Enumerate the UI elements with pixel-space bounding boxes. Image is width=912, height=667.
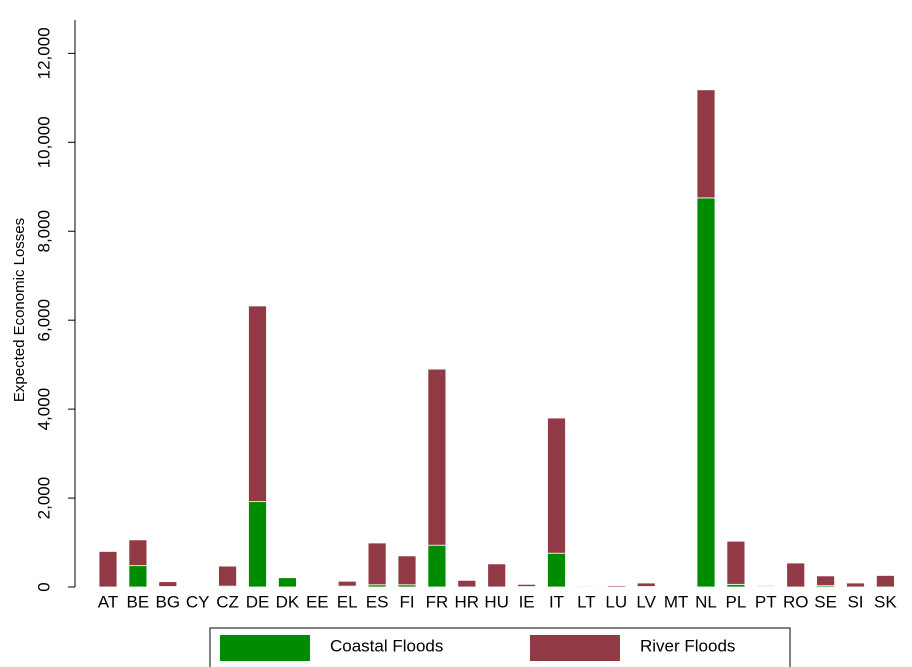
bar-segment	[846, 582, 865, 588]
x-tick-label: EE	[306, 592, 329, 611]
bar-segment	[786, 562, 806, 588]
x-tick-label: LT	[577, 592, 596, 611]
bar-segment	[427, 368, 447, 546]
bar-segment	[547, 417, 566, 554]
x-tick-label: BE	[127, 592, 150, 611]
x-tick-label: DK	[276, 592, 300, 611]
x-tick-label: ES	[366, 592, 389, 611]
bar-segment	[696, 89, 716, 199]
bar-segment	[457, 579, 477, 588]
bar-segment	[577, 585, 596, 587]
legend-swatch	[530, 635, 620, 661]
bar-segment	[248, 305, 267, 503]
bar-segment	[726, 583, 746, 588]
bar-segment	[547, 552, 566, 588]
bar-segment	[397, 555, 417, 586]
bar-segment	[816, 575, 835, 587]
x-tick-label: LV	[636, 592, 656, 611]
x-tick-label: AT	[98, 592, 118, 611]
bar-segment	[427, 544, 447, 588]
x-tick-label: NL	[695, 592, 717, 611]
legend-swatch	[220, 635, 310, 661]
bar-segment	[487, 563, 507, 588]
bar-segment	[876, 575, 895, 588]
x-tick-label: MT	[664, 592, 689, 611]
y-tick-label: 2,000	[34, 477, 53, 520]
x-tick-label: HR	[455, 592, 480, 611]
legend-label: River Floods	[640, 636, 735, 655]
x-tick-label: PL	[726, 592, 747, 611]
x-tick-label: CZ	[216, 592, 239, 611]
y-tick-label: 12,000	[34, 27, 53, 79]
bar-segment	[517, 583, 536, 587]
y-tick-label: 10,000	[34, 116, 53, 168]
bar-segment	[277, 577, 297, 588]
bar-segment	[636, 582, 656, 587]
x-tick-label: SI	[847, 592, 863, 611]
x-tick-label: SK	[874, 592, 897, 611]
bar-segment	[218, 565, 238, 587]
y-tick-label: 0	[34, 582, 53, 591]
x-tick-label: IT	[549, 592, 564, 611]
x-tick-label: CY	[186, 592, 210, 611]
bar-segment	[367, 542, 387, 586]
bar-segment	[696, 197, 716, 588]
y-axis-label: Expected Economic Losses	[11, 218, 28, 402]
x-tick-label: BG	[156, 592, 181, 611]
x-tick-label: PT	[755, 592, 777, 611]
bar-segment	[128, 565, 148, 588]
bar-segment	[128, 539, 148, 567]
x-tick-label: EL	[337, 592, 358, 611]
bar-segment	[248, 501, 267, 588]
x-tick-label: LU	[605, 592, 627, 611]
x-tick-label: IE	[519, 592, 535, 611]
y-tick-label: 6,000	[34, 299, 53, 342]
legend-label: Coastal Floods	[330, 636, 443, 655]
bar-segment	[606, 585, 626, 588]
y-tick-label: 8,000	[34, 210, 53, 253]
x-tick-label: DE	[246, 592, 270, 611]
bar-segment	[726, 540, 746, 585]
bar-segment	[98, 551, 118, 588]
bar-segment	[756, 584, 776, 587]
bar-segment	[158, 581, 178, 587]
bar-segment	[337, 580, 357, 587]
y-tick-label: 4,000	[34, 388, 53, 431]
x-tick-label: FI	[399, 592, 414, 611]
x-tick-label: RO	[783, 592, 809, 611]
x-tick-label: FR	[426, 592, 449, 611]
x-tick-label: SE	[814, 592, 837, 611]
x-tick-label: HU	[484, 592, 509, 611]
